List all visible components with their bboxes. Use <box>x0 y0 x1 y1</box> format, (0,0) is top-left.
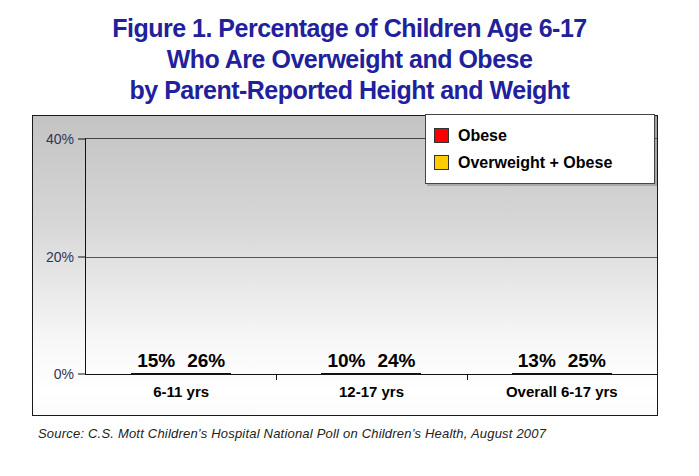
bar-value-label: 26% <box>187 350 225 372</box>
y-axis-tick-label-40: 40% <box>34 131 74 147</box>
legend-item-obese: Obese <box>434 122 646 149</box>
legend-label-obese: Obese <box>458 127 507 145</box>
legend-swatch-obese <box>434 128 449 143</box>
bar-value-label: 10% <box>327 350 365 372</box>
y-axis-tick-mark-40 <box>78 139 86 140</box>
bar-wrapper: 15% <box>131 373 181 374</box>
chart-title-line-3: by Parent-Reported Height and Weight <box>0 75 699 106</box>
chart-title-line-1: Figure 1. Percentage of Children Age 6-1… <box>0 13 699 44</box>
bar-wrapper: 26% <box>181 373 231 374</box>
bar-obese: 10% <box>321 373 371 374</box>
chart-legend: Obese Overweight + Obese <box>425 114 655 184</box>
chart-frame: Obese Overweight + Obese 40% 20% 0% 15%2… <box>32 115 658 416</box>
category-label: Overall 6-17 yrs <box>467 383 657 400</box>
legend-swatch-overweight-obese <box>434 155 449 170</box>
y-axis-tick-label-0: 0% <box>34 366 74 382</box>
bar-group: 15%26%6-11 yrs <box>86 139 276 374</box>
bar-overweight-obese: 25% <box>562 373 612 374</box>
bar-value-label: 24% <box>377 350 415 372</box>
bar-overweight-obese: 26% <box>181 373 231 374</box>
y-axis-tick-label-20: 20% <box>34 249 74 265</box>
y-axis-tick-mark-0 <box>78 374 86 375</box>
bar-wrapper: 24% <box>371 373 421 374</box>
bar-value-label: 13% <box>518 350 556 372</box>
x-axis-tick-mark-1 <box>276 374 277 380</box>
bar-wrapper: 10% <box>321 373 371 374</box>
category-label: 12-17 yrs <box>276 383 466 400</box>
legend-label-overweight-obese: Overweight + Obese <box>458 154 612 172</box>
chart-title: Figure 1. Percentage of Children Age 6-1… <box>0 13 699 106</box>
chart-title-line-2: Who Are Overweight and Obese <box>0 44 699 75</box>
bar-wrapper: 13% <box>512 373 562 374</box>
bar-wrapper: 25% <box>562 373 612 374</box>
bar-obese: 13% <box>512 373 562 374</box>
x-axis-tick-mark-2 <box>467 374 468 380</box>
category-label: 6-11 yrs <box>86 383 276 400</box>
legend-item-overweight-obese: Overweight + Obese <box>434 149 646 176</box>
source-note: Source: C.S. Mott Children’s Hospital Na… <box>38 426 546 441</box>
bar-obese: 15% <box>131 373 181 374</box>
bar-overweight-obese: 24% <box>371 373 421 374</box>
y-axis-tick-mark-20 <box>78 256 86 257</box>
bar-value-label: 25% <box>568 350 606 372</box>
bar-value-label: 15% <box>137 350 175 372</box>
